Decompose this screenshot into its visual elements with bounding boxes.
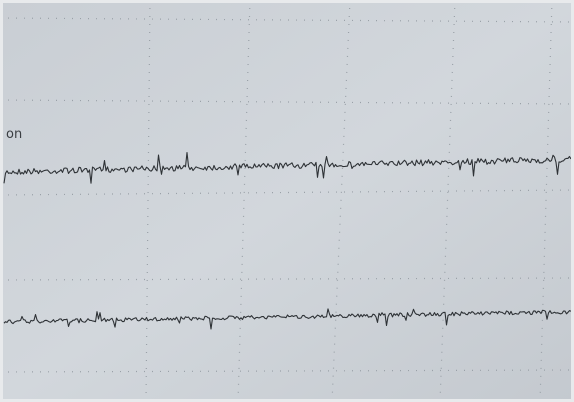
paper-photo: on — [0, 0, 574, 402]
paper — [0, 0, 574, 402]
page: on (() => { const data = JSON.parse(docu… — [0, 0, 574, 402]
channel-label: on — [6, 127, 22, 142]
